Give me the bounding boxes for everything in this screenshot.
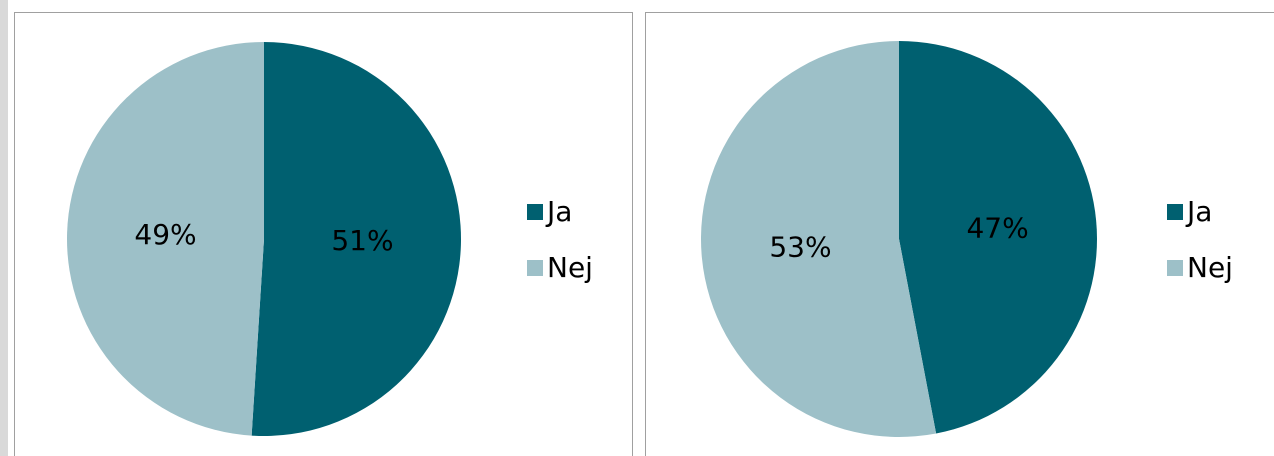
pie-slice bbox=[67, 42, 265, 436]
legend-label: Ja bbox=[545, 195, 572, 228]
legend-swatch bbox=[1167, 260, 1183, 276]
data-label: 53% bbox=[769, 230, 831, 263]
legend-label: Nej bbox=[1187, 251, 1233, 284]
pie-slice bbox=[899, 40, 1097, 434]
data-label: 51% bbox=[331, 224, 393, 257]
pie-slice bbox=[701, 41, 937, 437]
data-label: 47% bbox=[966, 212, 1028, 245]
legend-label: Ja bbox=[1185, 195, 1212, 228]
pie-slice bbox=[251, 42, 462, 437]
data-label: 49% bbox=[134, 218, 196, 251]
side-strip bbox=[0, 0, 8, 456]
legend-label: Nej bbox=[547, 251, 593, 284]
legend-swatch bbox=[527, 204, 543, 220]
legend-swatch bbox=[527, 260, 543, 276]
legend-swatch bbox=[1167, 204, 1183, 220]
